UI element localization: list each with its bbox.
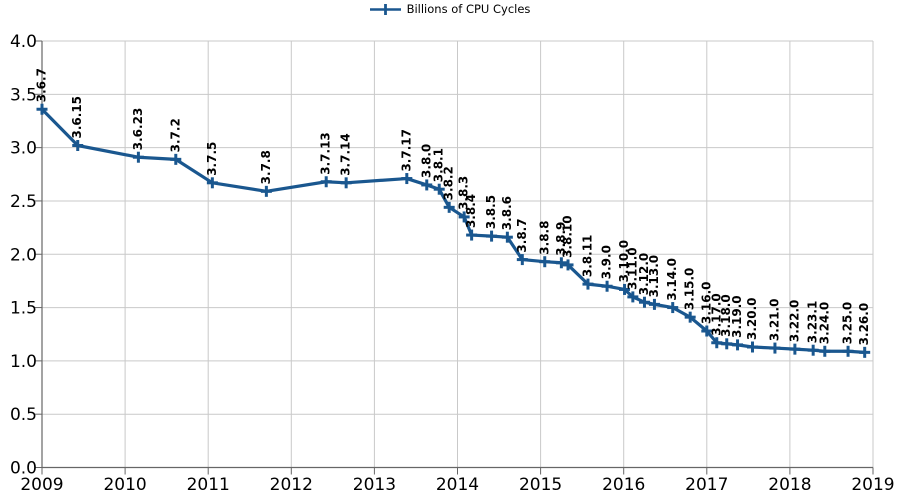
data-point-label: 3.7.5	[205, 142, 219, 176]
data-point-label: 3.10.0	[617, 240, 631, 283]
x-axis-tick-label: 2010	[103, 475, 146, 495]
data-point-label: 3.12.0	[637, 253, 651, 296]
y-axis-tick-label: 0.0	[10, 459, 37, 479]
data-point-label: 3.16.0	[699, 282, 713, 325]
y-axis-tick-label: 2.5	[10, 192, 37, 212]
data-point-label: 3.23.1	[806, 301, 820, 344]
y-axis-tick-label: 1.5	[10, 299, 37, 319]
data-point-label: 3.22.0	[787, 300, 801, 343]
data-point-label: 3.26.0	[857, 303, 871, 346]
data-point-label: 3.24.0	[817, 302, 831, 345]
x-axis-tick-label: 2019	[851, 475, 894, 495]
y-axis-tick-label: 1.0	[10, 352, 37, 372]
x-axis-tick-label: 2015	[519, 475, 562, 495]
data-point-label: 3.7.8	[259, 150, 273, 184]
data-point-label: 3.21.0	[767, 299, 781, 342]
y-axis-tick-label: 4.0	[10, 32, 37, 52]
data-point-label: 3.9.0	[600, 245, 614, 279]
data-point-label: 3.19.0	[730, 295, 744, 338]
x-axis-tick-label: 2011	[187, 475, 230, 495]
data-point-label: 3.14.0	[665, 258, 679, 301]
y-axis-tick-label: 3.5	[10, 85, 37, 105]
x-axis-tick-label: 2016	[602, 475, 645, 495]
data-point-label: 3.8.0	[419, 144, 433, 178]
data-point-label: 3.8.5	[484, 195, 498, 229]
data-point-label: 3.7.17	[399, 129, 413, 172]
data-point-label: 3.17.0	[709, 293, 723, 336]
data-point-label: 3.8.8	[537, 221, 551, 255]
x-axis-tick-label: 2013	[353, 475, 396, 495]
x-axis-tick-label: 2012	[270, 475, 313, 495]
data-point-label: 3.7.13	[319, 132, 333, 175]
data-point-label: 3.8.1	[432, 148, 446, 182]
x-axis-tick-label: 2018	[768, 475, 811, 495]
data-point-label: 3.8.2	[442, 166, 456, 200]
x-axis-tick-label: 2009	[20, 475, 63, 495]
data-point-label: 3.20.0	[745, 297, 759, 340]
legend-label: Billions of CPU Cycles	[406, 2, 531, 16]
x-axis-tick-label: 2017	[685, 475, 728, 495]
data-point-label: 3.6.15	[70, 96, 84, 139]
y-axis-tick-label: 2.0	[10, 245, 37, 265]
data-point-label: 3.8.11	[580, 235, 594, 278]
chart-legend: Billions of CPU Cycles	[0, 2, 899, 17]
data-point-label: 3.7.14	[339, 133, 353, 176]
data-point-label: 3.8.4	[464, 194, 478, 228]
data-point-label: 3.6.23	[131, 108, 145, 151]
data-point-label: 3.18.0	[719, 294, 733, 337]
data-point-label: 3.8.9	[554, 222, 568, 256]
y-axis-tick-label: 0.5	[10, 405, 37, 425]
data-point-label: 3.25.0	[841, 302, 855, 345]
data-point-label: 3.8.10	[561, 215, 575, 258]
data-point-label: 3.13.0	[647, 255, 661, 298]
data-point-label: 3.8.6	[500, 196, 514, 230]
data-point-label: 3.15.0	[683, 268, 697, 311]
data-point-label: 3.11.0	[625, 247, 639, 290]
data-point-label: 3.6.7	[35, 68, 49, 102]
x-axis-tick-label: 2014	[436, 475, 479, 495]
legend-line-marker-icon	[369, 4, 401, 15]
data-point-label: 3.8.7	[515, 218, 529, 252]
y-axis-tick-label: 3.0	[10, 139, 37, 159]
data-point-label: 3.8.3	[457, 176, 471, 210]
data-point-label: 3.7.2	[168, 118, 182, 152]
